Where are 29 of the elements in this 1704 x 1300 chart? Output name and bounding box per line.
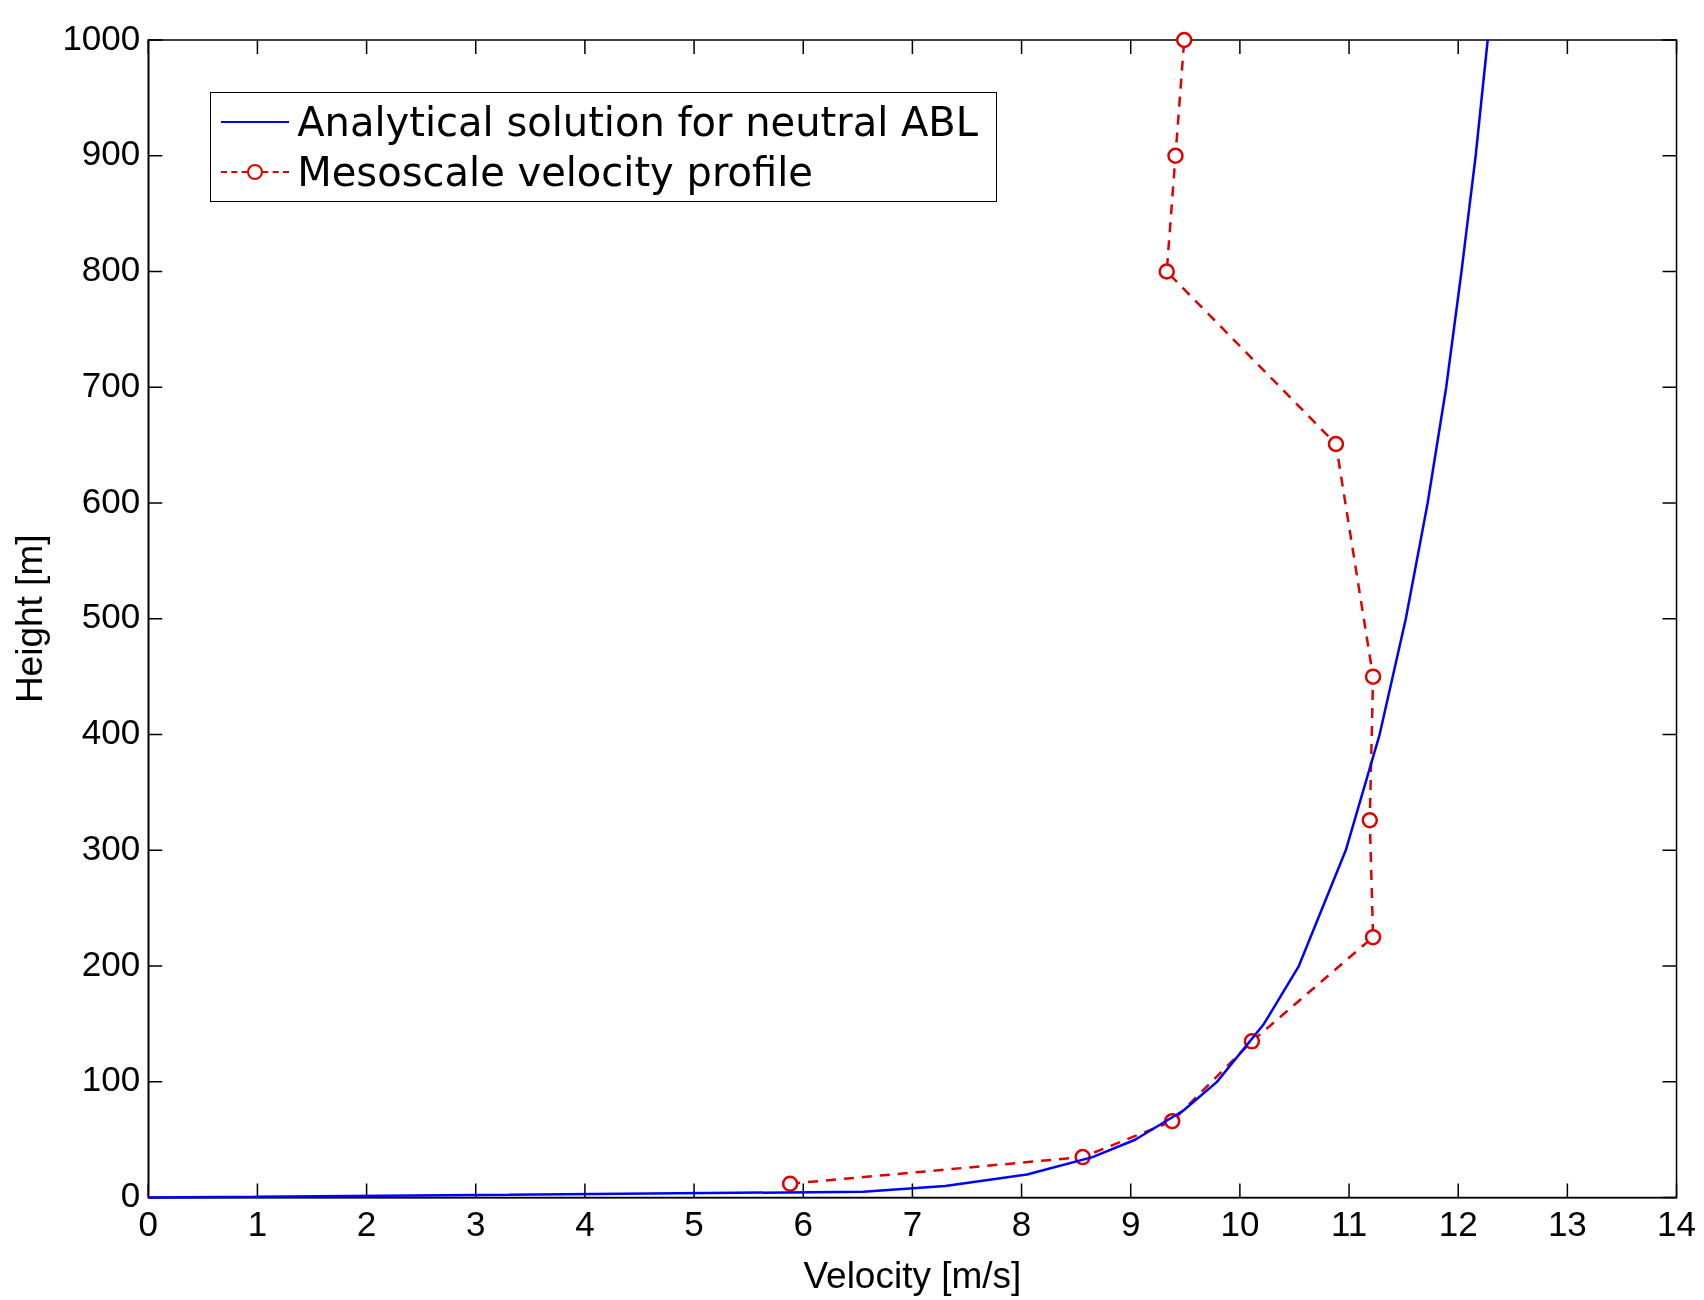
y-tick-label: 100 — [81, 1059, 141, 1099]
x-axis-title: Velocity [m/s] — [803, 1255, 1022, 1296]
y-tick-label: 600 — [81, 480, 141, 520]
x-tick-label: 12 — [1438, 1204, 1478, 1244]
y-tick-label: 500 — [81, 596, 141, 636]
x-tick-label: 1 — [247, 1204, 268, 1244]
y-axis-title: Height [m] — [9, 534, 51, 704]
x-tick-label: 10 — [1220, 1204, 1260, 1244]
x-tick-label: 11 — [1330, 1204, 1368, 1244]
x-tick-label: 6 — [793, 1204, 813, 1244]
y-tick-label: 800 — [81, 249, 141, 289]
x-tick-label: 7 — [902, 1204, 923, 1244]
x-tick-label: 5 — [684, 1204, 704, 1244]
x-tick-label: 4 — [575, 1204, 595, 1244]
y-tick-label: 300 — [81, 827, 141, 867]
x-tick-label: 13 — [1547, 1204, 1587, 1244]
y-tick-label: 700 — [81, 364, 141, 404]
x-tick-label: 2 — [356, 1204, 377, 1244]
legend-label: Analytical solution for neutral ABL — [297, 98, 979, 147]
y-tick-label: 400 — [81, 712, 141, 752]
y-tick-label: 0 — [120, 1175, 141, 1215]
x-tick-label: 3 — [466, 1204, 486, 1244]
y-tick-label: 1000 — [62, 17, 141, 57]
legend-label: Mesoscale velocity profile — [297, 148, 813, 197]
x-tick-label: 8 — [1011, 1204, 1032, 1244]
y-tick-label: 200 — [81, 943, 141, 983]
x-tick-label: 14 — [1657, 1204, 1696, 1244]
y-tick-label: 900 — [81, 133, 141, 173]
x-tick-label: 9 — [1120, 1204, 1141, 1244]
